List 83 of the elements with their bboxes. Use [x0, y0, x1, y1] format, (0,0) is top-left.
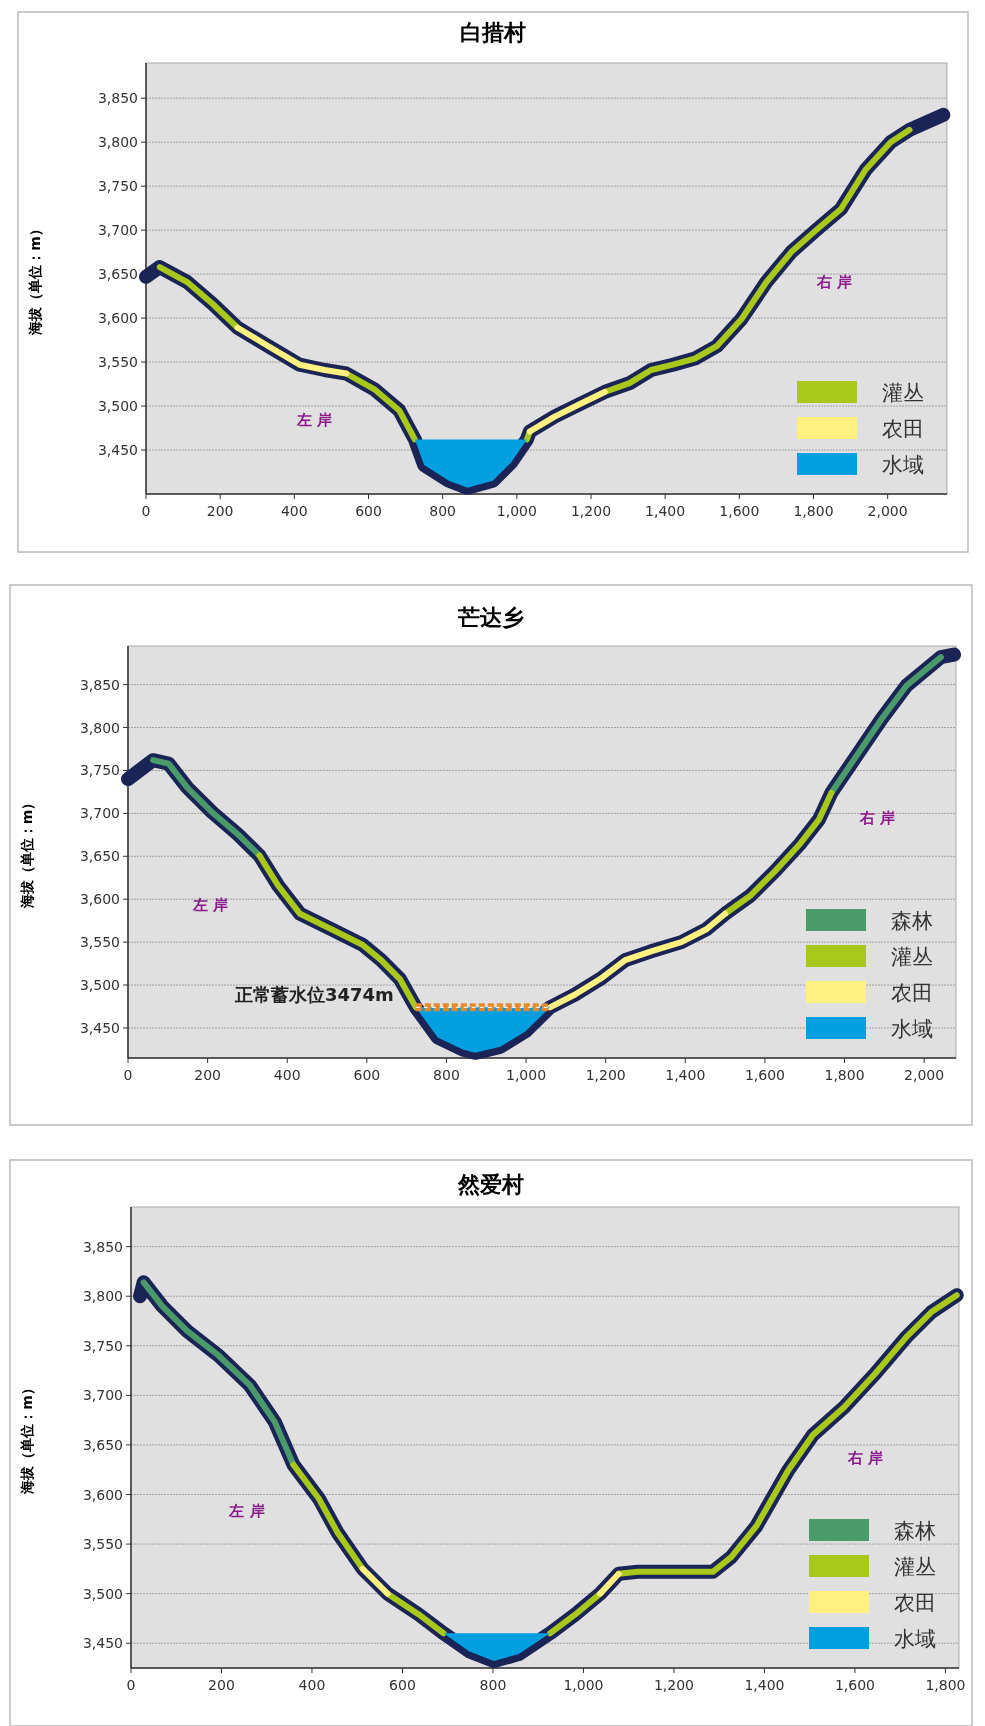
legend-label: 水域 — [891, 1017, 933, 1041]
x-tick-label: 600 — [389, 1677, 416, 1693]
annotation: 左 岸 — [228, 1501, 265, 1520]
x-tick-label: 1,400 — [645, 503, 686, 519]
x-tick-label: 200 — [194, 1067, 221, 1083]
chart-title: 白措村 — [460, 20, 526, 45]
annotation: 右 岸 — [858, 809, 895, 828]
y-tick-label: 3,600 — [82, 1486, 123, 1503]
y-tick-label: 3,550 — [82, 1536, 123, 1553]
legend-label: 灌丛 — [894, 1555, 936, 1579]
x-tick-label: 1,200 — [585, 1067, 626, 1083]
x-tick-label: 1,000 — [563, 1677, 604, 1693]
ref-line-label: 正常蓄水位3474m — [233, 984, 394, 1006]
y-tick-label: 3,600 — [79, 891, 120, 908]
y-axis-title: 海拔（单位：m） — [19, 1381, 35, 1495]
y-tick-label: 3,450 — [97, 442, 138, 459]
x-tick-label: 1,800 — [793, 503, 834, 519]
x-tick-label: 1,200 — [653, 1677, 694, 1693]
x-tick-label: 600 — [353, 1067, 381, 1083]
legend-label: 农田 — [882, 417, 924, 441]
x-tick-label: 1,600 — [744, 1067, 785, 1083]
chart-title: 然爱村 — [457, 1172, 524, 1197]
x-tick-label: 0 — [126, 1677, 136, 1693]
x-tick-label: 800 — [433, 1067, 460, 1083]
x-tick-label: 200 — [208, 1677, 235, 1693]
x-tick-label: 800 — [429, 503, 457, 519]
x-tick-label: 0 — [123, 1067, 133, 1083]
y-tick-label: 3,450 — [79, 1019, 120, 1036]
x-tick-label: 2,000 — [904, 1067, 945, 1083]
legend-label: 水域 — [882, 453, 924, 477]
x-tick-label: 0 — [141, 503, 151, 519]
y-tick-label: 3,800 — [82, 1288, 123, 1305]
x-tick-label: 1,400 — [665, 1067, 706, 1083]
y-tick-label: 3,550 — [97, 354, 138, 371]
legend-label: 森林 — [894, 1519, 936, 1543]
y-tick-label: 3,500 — [79, 977, 120, 994]
y-tick-label: 3,850 — [97, 90, 138, 107]
x-tick-label: 800 — [479, 1677, 507, 1693]
chart-title: 芒达乡 — [457, 605, 524, 630]
legend-label: 灌丛 — [891, 945, 933, 969]
legend-label: 农田 — [894, 1591, 936, 1615]
annotation: 右 岸 — [816, 273, 853, 292]
x-tick-label: 400 — [280, 503, 308, 519]
x-tick-label: 1,800 — [824, 1067, 865, 1083]
y-tick-label: 3,750 — [79, 762, 120, 779]
legend-label: 水域 — [894, 1627, 936, 1651]
y-tick-label: 3,700 — [97, 222, 138, 239]
legend-label: 森林 — [891, 909, 933, 933]
y-tick-label: 3,650 — [97, 266, 138, 283]
x-tick-label: 1,400 — [744, 1677, 785, 1693]
y-tick-label: 3,650 — [79, 848, 120, 865]
x-tick-label: 200 — [206, 503, 234, 519]
y-tick-label: 3,500 — [82, 1585, 123, 1602]
y-tick-label: 3,750 — [97, 178, 138, 195]
x-tick-label: 1,800 — [925, 1677, 966, 1693]
legend-label: 灌丛 — [882, 381, 924, 405]
x-tick-label: 400 — [298, 1677, 326, 1693]
y-tick-label: 3,650 — [82, 1436, 123, 1453]
y-tick-label: 3,800 — [79, 719, 120, 736]
y-tick-label: 3,550 — [79, 934, 120, 951]
y-tick-label: 3,450 — [82, 1635, 123, 1652]
annotation: 右 岸 — [846, 1449, 884, 1468]
y-tick-label: 3,800 — [97, 134, 138, 151]
annotation: 左 岸 — [295, 411, 332, 430]
x-tick-label: 2,000 — [867, 503, 908, 519]
x-tick-label: 1,600 — [719, 503, 760, 519]
x-tick-label: 400 — [273, 1067, 301, 1083]
y-axis-title: 海拔（单位：m） — [27, 222, 43, 336]
y-tick-label: 3,850 — [82, 1238, 123, 1255]
x-tick-label: 1,600 — [834, 1677, 875, 1693]
y-tick-label: 3,500 — [97, 398, 138, 415]
y-tick-label: 3,700 — [79, 805, 120, 822]
y-axis-title: 海拔（单位：m） — [19, 795, 35, 910]
x-tick-label: 1,000 — [496, 503, 537, 519]
annotation: 左 岸 — [192, 895, 229, 914]
y-tick-label: 3,750 — [82, 1337, 123, 1354]
legend-label: 农田 — [891, 981, 933, 1005]
y-tick-label: 3,850 — [79, 676, 120, 693]
x-tick-label: 1,200 — [570, 503, 612, 519]
x-tick-label: 600 — [355, 503, 382, 519]
y-tick-label: 3,700 — [82, 1387, 123, 1404]
y-tick-label: 3,600 — [97, 310, 138, 327]
x-tick-label: 1,000 — [506, 1067, 547, 1083]
